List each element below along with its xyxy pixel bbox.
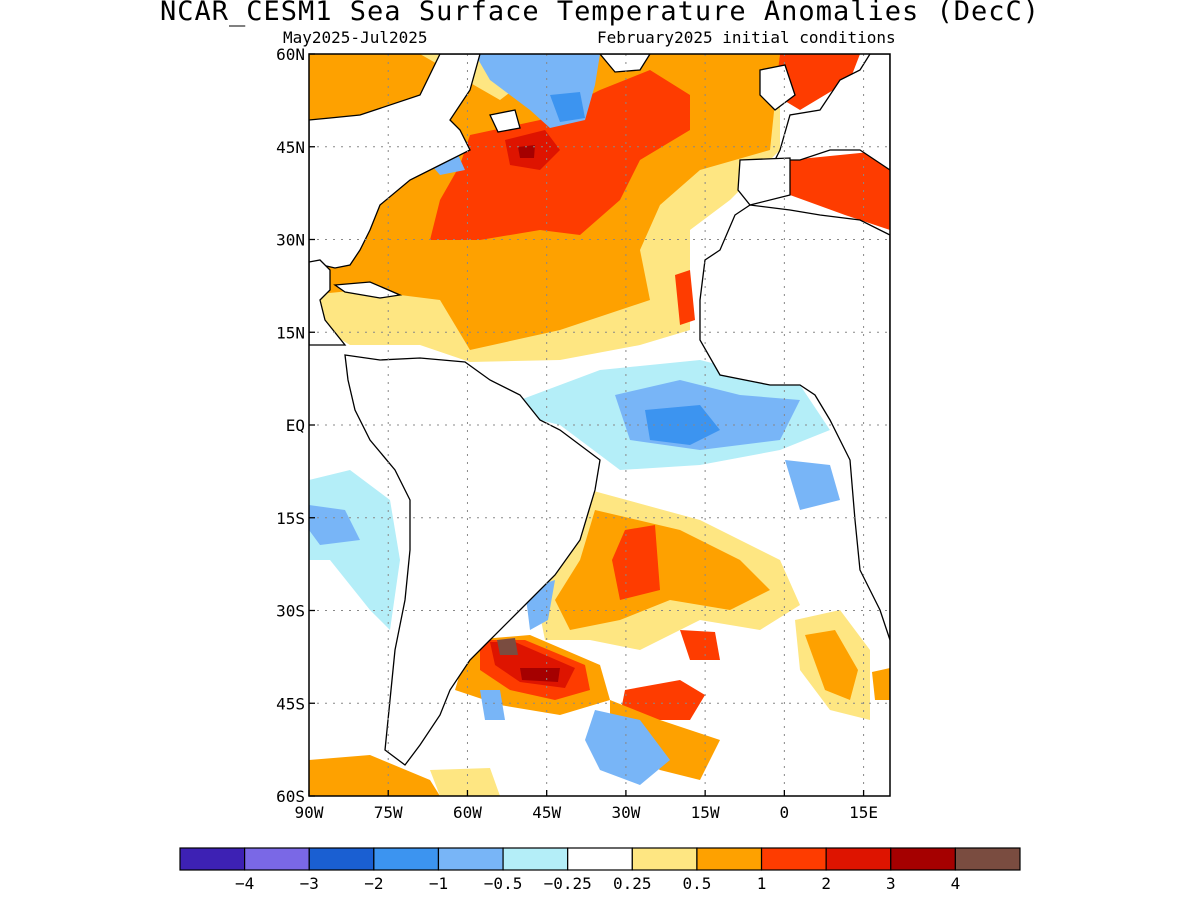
- colorbar-label: 4: [951, 874, 961, 893]
- colorbar-swatch: [308, 847, 375, 871]
- colorbar-label: 0.5: [682, 874, 711, 893]
- lat-tick-label: 45S: [276, 694, 305, 713]
- landmass-british-isles: [759, 64, 796, 111]
- map-gridlines: [309, 54, 890, 796]
- anomaly-region-4-north: [518, 145, 535, 158]
- anomaly-region-2-south: [612, 525, 660, 600]
- lat-tick-label: EQ: [286, 416, 305, 435]
- coastlines: [309, 54, 890, 766]
- anomaly-region-neg-west: [480, 690, 505, 720]
- colorbar-swatch: [244, 847, 310, 871]
- anomaly-region-neg-angola: [785, 460, 840, 510]
- lat-tick-label: 60S: [276, 787, 305, 806]
- lon-tick-label: 15E: [849, 803, 878, 822]
- anomaly-region-1-south: [555, 510, 770, 630]
- anomaly-region-1-southwest: [309, 755, 440, 796]
- anomaly-region-4-brazil: [520, 668, 560, 682]
- anomaly-region-neg-south: [585, 710, 670, 785]
- colorbar-label: −4: [235, 874, 254, 893]
- landmass-newfoundland: [489, 109, 521, 133]
- colorbar-swatch: [179, 847, 246, 871]
- initial-conditions: February2025 initial conditions: [597, 28, 896, 47]
- anomaly-region-2-southeast: [680, 630, 720, 660]
- landmass-iberia: [737, 157, 791, 206]
- colorbar-swatch: [696, 847, 763, 871]
- anomaly-region-neg-pacific-core: [309, 505, 360, 545]
- colorbar-label: −1: [429, 874, 448, 893]
- colorbar: [179, 847, 1021, 871]
- lon-tick-label: 30W: [611, 803, 640, 822]
- anomaly-region-neg-pacific: [309, 470, 400, 630]
- anomaly-region-neg-labrador-core: [550, 92, 585, 122]
- colorbar-swatch: [954, 847, 1021, 871]
- anomaly-region-0.5-southwest: [430, 768, 500, 796]
- colorbar-label: 2: [821, 874, 831, 893]
- lat-tick-label: 60N: [276, 45, 305, 64]
- colorbar-label: 3: [886, 874, 896, 893]
- map-title: NCAR_CESM1 Sea Surface Temperature Anoma…: [159, 0, 1041, 27]
- colorbar-label: 1: [757, 874, 767, 893]
- colorbar-label: 0.25: [613, 874, 652, 893]
- anomaly-region-canary: [675, 270, 695, 325]
- landmass-africa: [699, 204, 890, 641]
- lon-tick-label: 60W: [453, 803, 482, 822]
- colorbar-swatch: [631, 847, 698, 871]
- landmass-cuba: [333, 281, 403, 299]
- latitude-labels: 60N 45N 30N 15N EQ 15S 30S 45S 60S: [276, 45, 315, 806]
- colorbar-label: −3: [300, 874, 319, 893]
- anomaly-region-2-med: [790, 150, 890, 230]
- anomaly-region-2-north: [430, 70, 690, 240]
- anomaly-region-1-benguela-core: [805, 630, 858, 700]
- colorbar-swatch: [825, 847, 892, 871]
- colorbar-label: −0.5: [484, 874, 523, 893]
- anomaly-region-2-subantarctic: [622, 680, 705, 720]
- anomaly-region-5-brazil: [497, 638, 518, 655]
- lon-tick-label: 45W: [532, 803, 561, 822]
- lon-tick-label: 15W: [691, 803, 720, 822]
- colorbar-labels: −4 −3 −2 −1 −0.5 −0.25 0.25 0.5 1 2 3 4: [235, 874, 960, 893]
- lat-tick-label: 30S: [276, 602, 305, 621]
- lat-tick-label: 15S: [276, 509, 305, 528]
- anomaly-region-0.5-agulhas: [872, 668, 890, 700]
- colorbar-swatch: [502, 847, 569, 871]
- anomaly-region-2-europe: [775, 54, 860, 110]
- colorbar-swatch: [567, 847, 633, 871]
- colorbar-label: −2: [364, 874, 383, 893]
- colorbar-swatch: [760, 847, 827, 871]
- anomaly-region-neg-gulf-guinea: [645, 405, 720, 445]
- landmass-central-america: [309, 259, 347, 346]
- forecast-period: May2025-Jul2025: [283, 28, 428, 47]
- landmass-south-america: [344, 354, 601, 766]
- landmass-greenland-tip: [599, 54, 651, 73]
- lon-tick-label: 90W: [295, 803, 324, 822]
- lon-tick-label: 0: [780, 803, 790, 822]
- colorbar-swatch: [373, 847, 440, 871]
- colorbar-label: −0.25: [544, 874, 592, 893]
- landmass-north-america: [309, 54, 481, 269]
- colorbar-swatch: [437, 847, 504, 871]
- lon-tick-label: 75W: [374, 803, 403, 822]
- longitude-labels: 90W 75W 60W 45W 30W 15W 0 15E: [295, 790, 878, 822]
- lat-tick-label: 30N: [276, 231, 305, 250]
- landmass-europe: [773, 54, 890, 171]
- lat-tick-label: 45N: [276, 138, 305, 157]
- lat-tick-label: 15N: [276, 323, 305, 342]
- colorbar-swatch: [890, 847, 956, 871]
